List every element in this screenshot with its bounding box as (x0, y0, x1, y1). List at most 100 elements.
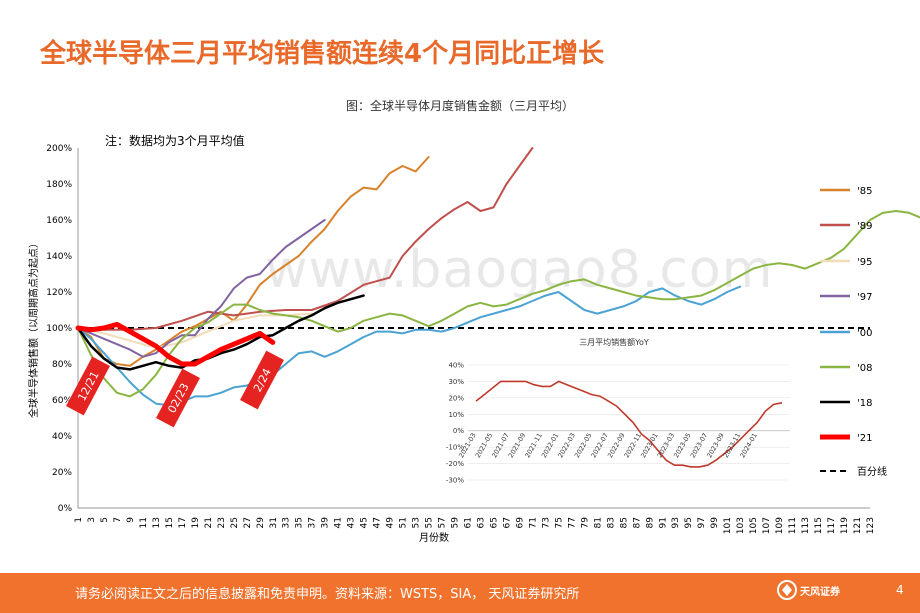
x-tick-label: 105 (749, 517, 759, 534)
x-tick-label: 19 (191, 517, 201, 529)
x-tick-label: 59 (451, 517, 461, 529)
x-tick-label: 97 (697, 517, 707, 528)
inset-chart-background (428, 333, 798, 483)
x-tick-label: 23 (217, 517, 227, 528)
legend-label: '95 (857, 257, 872, 268)
x-tick-label: 57 (438, 517, 448, 528)
x-tick-label: 107 (762, 517, 772, 534)
x-tick-label: 87 (632, 517, 642, 528)
legend-label: '89 (857, 221, 872, 232)
footer-bar: 请务必阅读正文之后的信息披露和免责申明。资料来源：WSTS，SIA， 天风证券研… (0, 573, 920, 613)
x-tick-label: 51 (399, 517, 409, 528)
legend-label: '08 (857, 363, 872, 374)
inset-y-tick-label: -20% (446, 460, 464, 468)
y-tick-label: 140% (46, 252, 72, 262)
figure-caption: 图：全球半导体月度销售金额（三月平均） (345, 99, 574, 113)
company-logo-text: 天风证券 (800, 587, 840, 598)
x-tick-label: 15 (165, 517, 175, 528)
y-tick-label: 20% (52, 468, 72, 478)
x-tick-label: 55 (425, 517, 435, 528)
x-tick-label: 119 (840, 517, 850, 534)
x-tick-label: 101 (723, 517, 733, 534)
inset-y-tick-label: 30% (448, 378, 464, 386)
series-line-95 (77, 312, 313, 349)
x-tick-label: 115 (814, 517, 824, 534)
x-tick-label: 117 (827, 517, 837, 534)
legend-label: '97 (857, 292, 872, 303)
x-tick-label: 85 (619, 517, 629, 528)
annotation-flag: 12/21 (66, 356, 110, 416)
page-number: 4 (896, 583, 904, 597)
x-tick-label: 63 (476, 517, 486, 528)
y-axis-label: 全球半导体销售额（以周期高点为起点） (27, 238, 40, 418)
x-tick-label: 39 (321, 517, 331, 529)
x-tick-label: 41 (334, 517, 344, 528)
y-tick-label: 60% (52, 396, 72, 406)
inset-y-tick-label: -10% (446, 444, 464, 452)
x-tick-label: 71 (528, 517, 538, 528)
y-tick-label: 0% (58, 504, 73, 514)
x-tick-label: 77 (567, 517, 577, 528)
legend-label: '18 (857, 398, 872, 409)
x-tick-label: 99 (710, 517, 720, 529)
inset-y-tick-label: -30% (446, 477, 464, 485)
inset-y-tick-label: 0% (453, 427, 464, 435)
series-line-18 (76, 294, 365, 371)
legend-label: '00 (857, 328, 872, 339)
x-tick-label: 113 (801, 517, 811, 534)
x-tick-label: 95 (684, 517, 694, 528)
y-tick-label: 100% (46, 324, 72, 334)
x-tick-label: 11 (139, 517, 149, 528)
x-tick-label: 49 (386, 517, 396, 529)
x-tick-label: 25 (230, 517, 240, 528)
x-tick-label: 91 (658, 517, 668, 528)
x-tick-label: 83 (606, 517, 616, 528)
x-tick-label: 103 (736, 517, 746, 534)
x-tick-label: 81 (593, 517, 603, 528)
x-tick-label: 37 (308, 517, 318, 528)
x-tick-label: 5 (100, 517, 110, 523)
x-tick-label: 111 (788, 517, 798, 534)
y-tick-label: 160% (46, 216, 72, 226)
series-line-21 (75, 321, 276, 367)
x-tick-label: 47 (373, 517, 383, 528)
x-tick-label: 33 (282, 517, 292, 528)
x-tick-label: 13 (152, 517, 162, 528)
series-line-97 (77, 219, 326, 358)
x-tick-label: 73 (541, 517, 551, 528)
x-tick-label: 7 (113, 517, 123, 523)
x-tick-label: 67 (502, 517, 512, 528)
y-tick-label: 200% (46, 144, 72, 154)
x-tick-label: 1 (74, 517, 84, 523)
annotation-flag-box (240, 350, 284, 410)
x-tick-label: 53 (412, 517, 422, 528)
x-tick-label: 121 (853, 517, 863, 534)
footer-disclaimer: 请务必阅读正文之后的信息披露和免责申明。资料来源：WSTS，SIA， 天风证券研… (75, 587, 580, 602)
y-tick-label: 40% (52, 432, 72, 442)
x-tick-label: 35 (295, 517, 305, 528)
annotation-flag-box (66, 356, 110, 416)
inset-chart-title: 三月平均销售额YoY (579, 337, 649, 347)
x-tick-label: 89 (645, 517, 655, 529)
series-line-89 (77, 147, 534, 331)
x-tick-label: 31 (269, 517, 279, 528)
x-tick-label: 61 (464, 517, 474, 528)
annotation-flag-box (156, 368, 200, 428)
x-tick-label: 79 (580, 517, 590, 529)
x-axis-label: 月份数 (419, 531, 449, 544)
legend-label: 百分线 (857, 465, 887, 478)
main-chart: 0%20%40%60%80%100%120%140%160%180%200%1 3… (27, 133, 920, 544)
series-line-08 (77, 210, 920, 398)
x-tick-label: 43 (347, 517, 357, 528)
legend-label: '21 (857, 433, 872, 444)
company-logo (777, 580, 797, 600)
y-tick-label: 120% (46, 288, 72, 298)
inset-y-tick-label: 10% (448, 411, 464, 419)
x-tick-label: 9 (126, 517, 136, 523)
x-tick-label: 27 (243, 517, 253, 528)
x-tick-label: 75 (554, 517, 564, 528)
x-tick-label: 3 (87, 517, 97, 523)
x-tick-label: 29 (256, 517, 266, 529)
chart-note: 注：数据均为3个月平均值 (105, 133, 245, 148)
watermark: www.baogao8.com (265, 240, 774, 300)
